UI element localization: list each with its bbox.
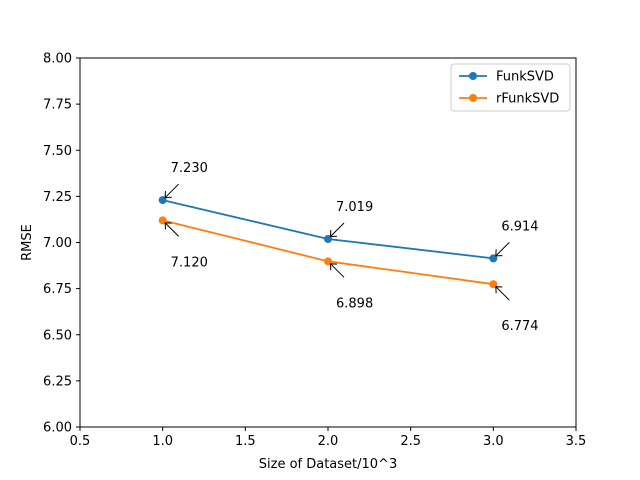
plot-area-frame bbox=[79, 57, 577, 428]
x-tick-label: 2.0 bbox=[318, 434, 339, 449]
x-tick-label: 1.5 bbox=[235, 434, 256, 449]
annotation-arrow-head bbox=[495, 286, 503, 294]
annotation-arrow-shaft bbox=[495, 242, 510, 257]
legend-label: rFunkSVD bbox=[496, 92, 559, 107]
legend: FunkSVD rFunkSVD bbox=[450, 63, 571, 112]
y-tick-label: 7.75 bbox=[43, 98, 72, 113]
series-layer bbox=[158, 196, 498, 289]
annotation-arrow-shaft bbox=[164, 183, 180, 198]
annotation-arrow-shaft bbox=[330, 222, 345, 237]
y-tick-label: 6.50 bbox=[43, 328, 72, 343]
y-tick-label: 7.50 bbox=[43, 144, 72, 159]
data-label: 6.774 bbox=[501, 319, 538, 334]
data-label: 7.019 bbox=[336, 200, 373, 215]
legend-marker bbox=[469, 94, 477, 102]
data-label: 7.230 bbox=[171, 161, 208, 176]
x-tick-label: 2.5 bbox=[400, 434, 421, 449]
annotation-arrow-shaft bbox=[330, 263, 345, 278]
annotation-arrow-head bbox=[164, 222, 172, 230]
legend-marker bbox=[469, 72, 477, 80]
y-tick-label: 6.75 bbox=[43, 282, 72, 297]
annotation-arrow-head bbox=[329, 263, 338, 271]
annotation-arrow-head bbox=[164, 191, 172, 199]
annotation-arrow-shaft bbox=[164, 222, 180, 237]
x-axis-label: Size of Dataset/10^3 bbox=[259, 457, 397, 472]
y-tick-label: 8.00 bbox=[43, 52, 72, 67]
y-axis-label: RMSE bbox=[20, 224, 35, 261]
x-axis-ticks: 0.5 1.0 1.5 2.0 2.5 3.0 3.5 bbox=[70, 427, 587, 449]
x-tick-label: 1.0 bbox=[152, 434, 173, 449]
y-axis-ticks: 6.00 6.25 6.50 6.75 7.00 7.25 7.50 7.75 8.00 bbox=[43, 52, 80, 436]
y-tick-label: 6.00 bbox=[43, 421, 72, 436]
annotation-arrow-head bbox=[495, 249, 503, 257]
y-tick-label: 7.00 bbox=[43, 236, 72, 251]
annotation-arrow-head bbox=[329, 229, 338, 238]
y-tick-label: 6.25 bbox=[43, 374, 72, 389]
x-tick-label: 3.5 bbox=[566, 434, 587, 449]
x-tick-label: 0.5 bbox=[70, 434, 91, 449]
legend-label: FunkSVD bbox=[496, 70, 554, 85]
x-tick-label: 3.0 bbox=[483, 434, 504, 449]
data-label: 7.120 bbox=[171, 255, 208, 270]
annotation-arrow-shaft bbox=[495, 286, 510, 301]
data-label: 6.898 bbox=[336, 296, 373, 311]
annotation-layer: 7.230 7.019 6.914 7.120 6.898 6.774 bbox=[164, 161, 539, 334]
legend-items: FunkSVD rFunkSVD bbox=[459, 70, 559, 107]
y-tick-label: 7.25 bbox=[43, 190, 72, 205]
data-label: 6.914 bbox=[501, 219, 538, 234]
